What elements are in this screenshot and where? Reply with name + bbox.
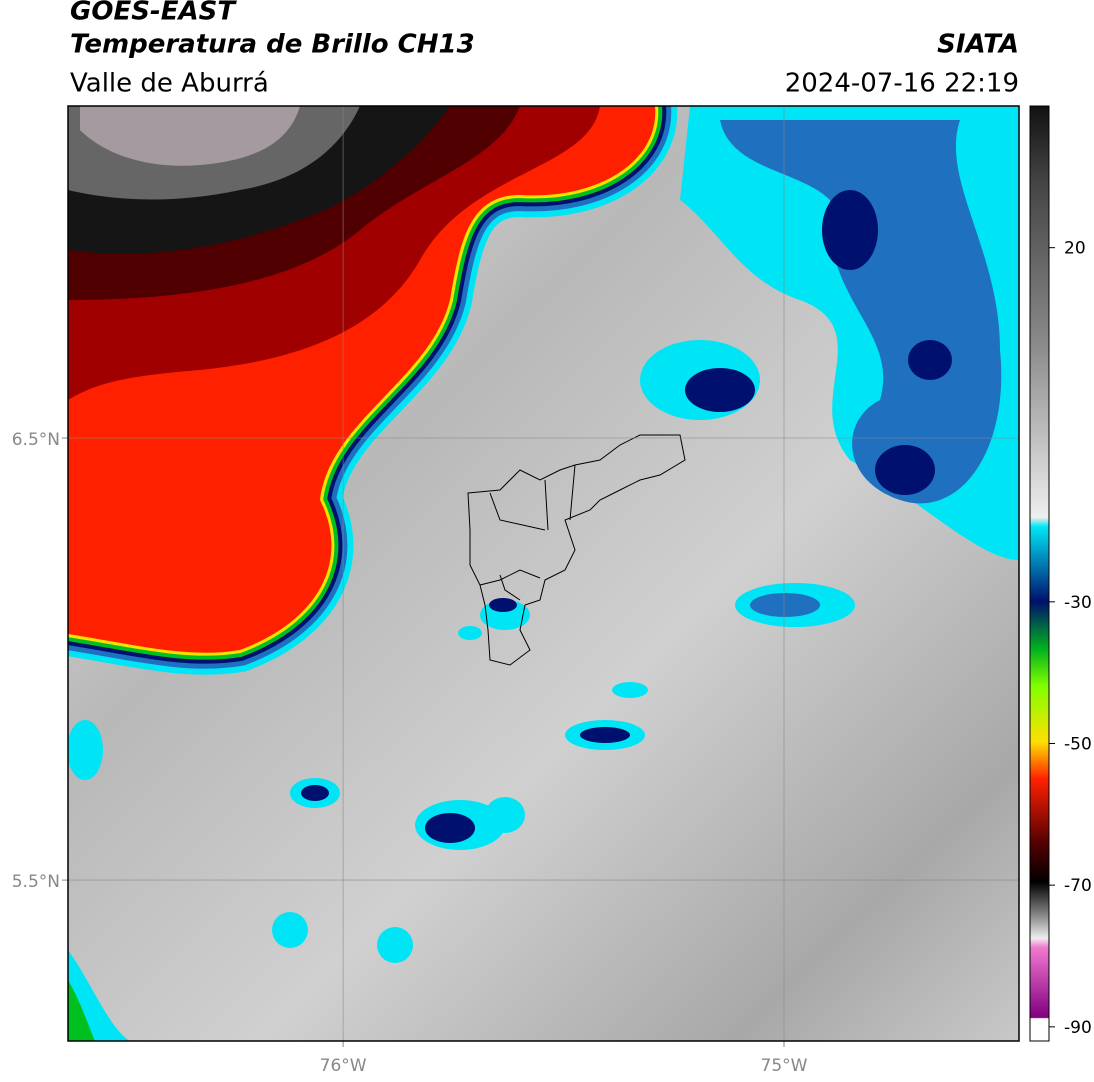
colorbar-tick-label: -50 — [1064, 735, 1092, 755]
map-frame — [67, 105, 1020, 1042]
colorbar-tick-label: -90 — [1064, 1018, 1092, 1038]
satellite-image — [68, 106, 1019, 1041]
subtitle: Temperatura de Brillo CH13 — [70, 30, 475, 60]
source: SIATA — [937, 30, 1019, 60]
y-tick-label: 6.5°N — [12, 430, 60, 450]
graticule: 76°W 75°W 6.5°N 5.5°N — [12, 106, 1019, 1076]
x-tick-label: 75°W — [761, 1056, 808, 1076]
y-tick-label: 5.5°N — [12, 872, 60, 892]
x-tick-label: 76°W — [320, 1056, 367, 1076]
colorbar-tick-label: -30 — [1064, 593, 1092, 613]
title: GOES-EAST — [70, 0, 237, 27]
colorbar-ticks: 20 -30 -50 -70 -90 — [1049, 239, 1092, 1038]
datetime: 2024-07-16 22:19 — [785, 69, 1019, 99]
region: Valle de Aburrá — [70, 69, 269, 99]
cold-cloud-cells — [68, 106, 1019, 1041]
colorbar-tick-label: -70 — [1064, 876, 1092, 896]
colorbar — [1029, 105, 1050, 1042]
colorbar-tick-label: 20 — [1064, 239, 1086, 259]
